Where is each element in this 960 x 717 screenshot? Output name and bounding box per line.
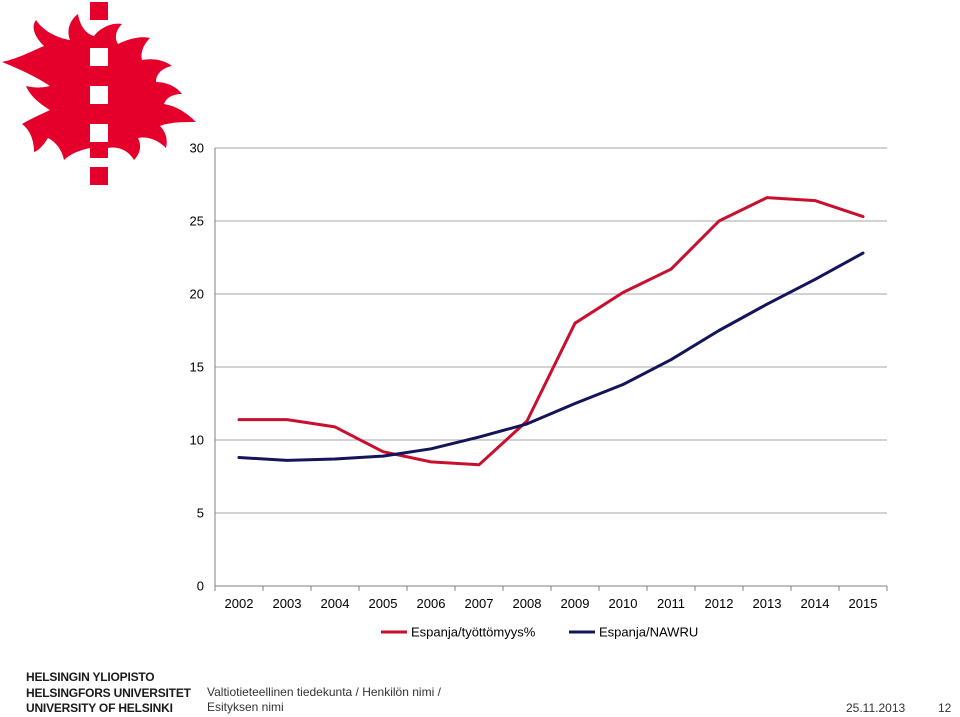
brand-line-english: UNIVERSITY OF HELSINKI bbox=[26, 701, 173, 715]
axes bbox=[214, 148, 888, 591]
footer-department-line2: Esityksen nimi bbox=[207, 700, 284, 714]
x-tick-label: 2002 bbox=[225, 596, 254, 611]
y-tick-labels: 0 5 10 15 20 25 30 bbox=[190, 141, 204, 594]
series-line-0 bbox=[237, 196, 865, 467]
university-flame-cross-logo bbox=[2, 2, 196, 185]
y-tick-label: 20 bbox=[190, 287, 204, 302]
footer-department-line1: Valtiotieteellinen tiedekunta / Henkilön… bbox=[207, 685, 441, 699]
y-tick-label: 15 bbox=[190, 360, 204, 375]
y-tick-label: 10 bbox=[190, 433, 204, 448]
x-tick-label: 2007 bbox=[465, 596, 494, 611]
legend-label-0: Espanja/työttömyys% bbox=[411, 625, 536, 640]
x-tick-label: 2005 bbox=[369, 596, 398, 611]
brand-line-swedish: HELSINGFORS UNIVERSITET bbox=[26, 685, 191, 700]
x-tick-label: 2012 bbox=[705, 596, 734, 611]
x-tick-label: 2011 bbox=[657, 596, 685, 611]
legend-label-1: Espanja/NAWRU bbox=[599, 625, 698, 640]
x-tick-label: 2009 bbox=[561, 596, 590, 611]
university-wordmark: HELSINGIN YLIOPISTO HELSINGFORS UNIVERSI… bbox=[26, 670, 201, 717]
x-tick-label: 2014 bbox=[801, 596, 830, 611]
x-tick-labels: 2002 2003 2004 2005 2006 2007 2008 2009 2010 2011… bbox=[225, 596, 878, 611]
legend: Espanja/työttömyys% Espanja/NAWRU bbox=[381, 625, 698, 640]
x-tick-label: 2003 bbox=[273, 596, 302, 611]
brand-line-finnish: HELSINGIN YLIOPISTO bbox=[26, 670, 155, 684]
y-tick-label: 0 bbox=[197, 579, 204, 594]
page-number: 12 bbox=[938, 701, 952, 715]
footer-date: 25.11.2013 bbox=[846, 701, 906, 715]
footer-department: Valtiotieteellinen tiedekunta / Henkilön… bbox=[207, 685, 527, 715]
x-tick-label: 2004 bbox=[321, 596, 350, 611]
x-tick-label: 2015 bbox=[849, 596, 878, 611]
x-tick-label: 2006 bbox=[417, 596, 446, 611]
x-tick-label: 2008 bbox=[513, 596, 542, 611]
series-line-1 bbox=[237, 251, 865, 462]
gridlines bbox=[215, 147, 887, 514]
y-tick-label: 5 bbox=[197, 506, 204, 521]
x-tick-label: 2010 bbox=[609, 596, 638, 611]
y-tick-label: 30 bbox=[190, 141, 204, 156]
series-lines bbox=[237, 196, 865, 467]
x-tick-label: 2013 bbox=[753, 596, 782, 611]
y-tick-label: 25 bbox=[190, 214, 204, 229]
